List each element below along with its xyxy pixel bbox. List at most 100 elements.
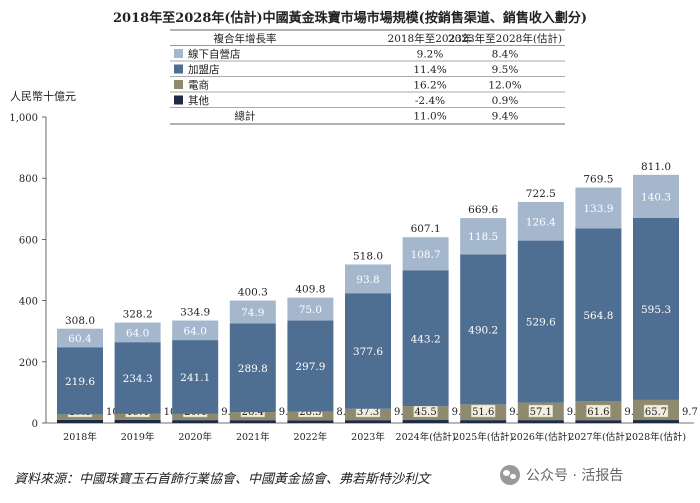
x-tick-label: 2024年(估計) xyxy=(396,431,456,443)
bar-segment xyxy=(460,218,507,255)
bar-label: 377.6 xyxy=(353,346,383,358)
total-label: 769.5 xyxy=(583,174,613,186)
bar-label: 118.5 xyxy=(468,231,498,243)
bar-label: 9.4 xyxy=(567,407,583,418)
bar-segment xyxy=(229,300,276,324)
bar-segment xyxy=(575,420,622,423)
bar-label: 9.3 xyxy=(394,407,410,418)
bar-label: 564.8 xyxy=(583,310,613,322)
y-tick-label: 400 xyxy=(19,297,38,308)
y-tick-label: 200 xyxy=(19,358,38,369)
bar-segment xyxy=(345,420,391,423)
source-note: 資料來源：中國珠寶玉石首飾行業協會、中國黃金協會、弗若斯特沙利文 xyxy=(14,471,432,487)
total-label: 409.8 xyxy=(295,284,325,296)
y-tick-label: 600 xyxy=(19,235,38,246)
watermark: 公众号 · 活报告 xyxy=(500,462,690,488)
bar-segment xyxy=(229,323,276,413)
bar-label: 133.9 xyxy=(583,203,613,215)
bar-label: 9.4 xyxy=(509,407,525,418)
cagr-value: 9.4% xyxy=(492,111,519,123)
bar-segment xyxy=(402,270,449,407)
legend-swatch xyxy=(174,49,183,58)
x-tick-label: 2020年 xyxy=(178,431,212,443)
label-box xyxy=(586,404,611,418)
x-axis: 2018年 2019年 2020年 2021年 2022年 2023年 2024年(估計) 2… xyxy=(63,431,686,443)
bar-label: 8.6 xyxy=(336,407,352,418)
y-axis-label: 人民幣十億元 xyxy=(10,89,76,103)
bar-label: 93.8 xyxy=(356,274,379,286)
bar-label: 234.3 xyxy=(123,373,153,385)
table-header: 複合年增長率 xyxy=(214,32,277,45)
bar-label: 65.7 xyxy=(645,407,667,418)
x-tick-label: 2027年(估計) xyxy=(568,431,628,443)
bar-segment xyxy=(517,240,564,403)
bar-segment xyxy=(172,340,219,414)
x-tick-label: 2028年(估計) xyxy=(626,431,686,443)
bar-segment xyxy=(229,420,276,423)
cagr-value: 0.9% xyxy=(492,95,519,107)
bar-segment xyxy=(287,320,334,412)
bar-segment xyxy=(575,228,622,402)
bar-segment xyxy=(57,419,103,423)
bar-segment xyxy=(114,342,161,414)
total-label: 518.0 xyxy=(353,250,383,262)
y-tick-label: 800 xyxy=(19,174,38,185)
total-label: 334.9 xyxy=(180,307,210,319)
legend-label: 加盟店 xyxy=(188,63,220,76)
cagr-value: 9.5% xyxy=(492,64,519,76)
bar-segment xyxy=(114,322,161,343)
bar-label: 289.8 xyxy=(238,363,268,375)
table-header: 2023年至2028年(估計) xyxy=(448,32,562,45)
table-total-label: 總計 xyxy=(235,110,256,123)
bar-label: 75.0 xyxy=(299,304,322,316)
bar-label: 9.2 xyxy=(279,407,295,418)
bar-label: 26.4 xyxy=(242,407,264,418)
bar-label: 74.9 xyxy=(241,307,264,319)
bar-label: 9.4 xyxy=(221,407,237,418)
x-tick-label: 2026年(估計) xyxy=(511,431,571,443)
x-tick-label: 2019年 xyxy=(121,431,155,443)
bar-label: 37.3 xyxy=(357,407,379,418)
bar-segment xyxy=(575,187,622,229)
legend-swatch xyxy=(174,64,183,74)
bar-segment xyxy=(287,420,334,423)
bar-label: 51.6 xyxy=(472,407,494,418)
total-label: 328.2 xyxy=(123,309,153,321)
cagr-value: 8.4% xyxy=(492,49,519,61)
label-box xyxy=(643,404,669,418)
bar-label: 490.2 xyxy=(468,324,498,336)
cagr-value: 9.2% xyxy=(417,49,444,61)
total-label: 308.0 xyxy=(65,315,95,327)
x-tick-label: 2018年 xyxy=(63,431,97,443)
total-label: 669.6 xyxy=(468,204,498,216)
bar-segment xyxy=(460,420,507,423)
bar-segment xyxy=(402,237,449,271)
legend-swatch xyxy=(174,80,183,89)
bar-label: 60.4 xyxy=(68,333,92,345)
bar-segment xyxy=(345,264,391,294)
bar-label: 9.2 xyxy=(624,407,640,418)
x-tick-label: 2022年 xyxy=(294,431,328,443)
x-tick-label: 2021年 xyxy=(236,431,270,443)
legend-label: 其他 xyxy=(188,94,209,107)
bar-segment xyxy=(114,419,161,423)
bar-label: 45.5 xyxy=(414,407,436,418)
bar-segment xyxy=(172,320,219,341)
legend-label: 電商 xyxy=(188,79,209,92)
bar-segment xyxy=(345,293,391,409)
total-label: 607.1 xyxy=(411,223,441,235)
legend-label: 線下自營店 xyxy=(188,48,241,61)
bar-segment xyxy=(633,217,679,400)
bar-segment xyxy=(517,201,564,241)
watermark-text: 公众号 · 活报告 xyxy=(526,468,624,484)
cagr-value: -2.4% xyxy=(415,95,445,107)
x-tick-label: 2023年 xyxy=(351,431,385,443)
y-tick-label: 0 xyxy=(32,419,38,430)
bar-label: 529.6 xyxy=(526,317,556,329)
legend-swatch xyxy=(174,95,183,105)
bar-label: 297.9 xyxy=(295,361,325,373)
bar-label: 443.2 xyxy=(411,333,441,345)
label-box xyxy=(471,404,496,418)
